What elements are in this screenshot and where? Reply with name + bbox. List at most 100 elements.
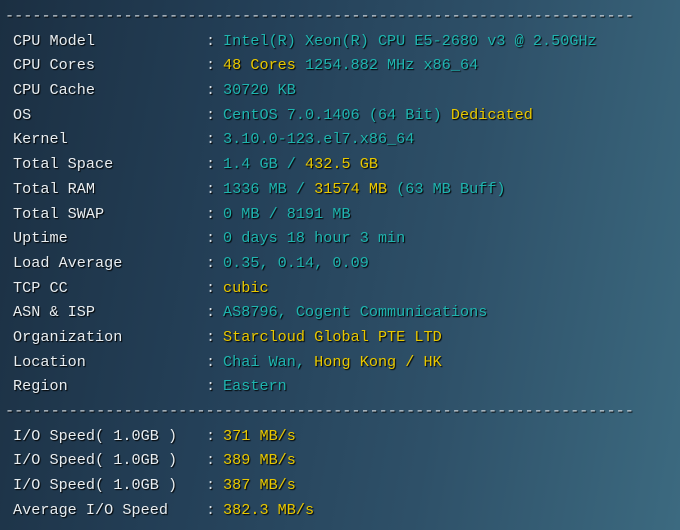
info-row: Region: Eastern [5,374,634,399]
value-segment: Chai Wan, [223,352,315,371]
row-value: AS8796, Cogent Communications [223,300,487,325]
value-segment: Hong Kong / HK [314,352,442,371]
value-segment: 432.5 GB [305,155,378,174]
row-value: 387 MB/s [223,473,296,498]
value-segment: 30720 KB [223,81,296,100]
info-row: TCP CC: cubic [5,276,634,301]
row-colon: : [206,155,216,174]
value-segment: 1336 MB / [223,179,315,198]
row-colon: : [206,253,216,272]
row-colon: : [206,476,216,495]
info-row: Uptime:0 days 18 hour 3 min [5,226,634,251]
row-value: 1.4 GB / 432.5 GB [223,152,378,177]
info-row: Total Space:1.4 GB / 432.5 GB [5,152,634,177]
value-segment: (63 MB Buff) [387,179,506,198]
info-row: Organization: Starcloud Global PTE LTD [5,325,634,350]
value-segment: 3.10.0-123.el7.x86_64 [223,130,415,149]
row-label: Average I/O Speed [13,500,168,519]
value-segment: 31574 MB [314,179,388,198]
row-label: OS [13,105,32,124]
terminal-output: ----------------------------------------… [5,4,634,522]
row-colon: : [206,278,216,297]
value-segment: 382.3 MB/s [223,500,315,519]
row-colon: : [206,81,216,100]
info-row: Total RAM:1336 MB / 31574 MB (63 MB Buff… [5,177,634,202]
row-value: 0 days 18 hour 3 min [223,226,405,251]
info-row: CPU Model: Intel(R) Xeon(R) CPU E5-2680 v… [5,29,634,54]
row-label: I/O Speed( 1.0GB ) [13,451,178,470]
row-colon: : [206,31,216,50]
value-segment: Intel(R) Xeon(R) CPU E5-2680 v3 @ 2.50GH… [223,31,597,50]
value-segment: Starcloud Global PTE LTD [223,327,442,346]
info-row: ASN & ISP: AS8796, Cogent Communications [5,300,634,325]
value-segment: 0.35, 0.14, 0.09 [223,253,369,272]
row-label: Kernel [13,130,68,149]
row-label: ASN & ISP [13,303,96,322]
row-label: Uptime [13,229,68,248]
row-value: CentOS 7.0.1406 (64 Bit) Dedicated [223,103,533,128]
row-colon: : [206,105,216,124]
separator-top: ----------------------------------------… [5,7,634,25]
row-value: Starcloud Global PTE LTD [223,325,442,350]
info-row: Location: Chai Wan, Hong Kong / HK [5,350,634,375]
io-speed-section: I/O Speed( 1.0GB ):371 MB/s I/O Speed( 1.… [5,424,634,523]
row-value: 371 MB/s [223,424,296,449]
row-label: I/O Speed( 1.0GB ) [13,426,178,445]
info-row: OS: CentOS 7.0.1406 (64 Bit) Dedicated [5,103,634,128]
row-value: 1336 MB / 31574 MB (63 MB Buff) [223,177,506,202]
info-row: CPU Cores:48 Cores 1254.882 MHz x86_64 [5,53,634,78]
row-label: Organization [13,327,123,346]
value-segment: cubic [223,278,269,297]
value-segment: Eastern [223,377,287,396]
row-colon: : [206,426,216,445]
info-row: Kernel:3.10.0-123.el7.x86_64 [5,127,634,152]
info-row: Average I/O Speed:382.3 MB/s [5,498,634,523]
value-segment: 48 Cores [223,56,296,75]
row-colon: : [206,377,216,396]
row-label: Load Average [13,253,123,272]
row-label: CPU Cores [13,56,96,75]
value-segment: 389 MB/s [223,451,296,470]
row-label: TCP CC [13,278,68,297]
row-value: 389 MB/s [223,448,296,473]
row-colon: : [206,229,216,248]
row-label: CPU Cache [13,81,96,100]
info-row: CPU Cache:30720 KB [5,78,634,103]
row-colon: : [206,204,216,223]
info-row: I/O Speed( 1.0GB ):389 MB/s [5,448,634,473]
row-colon: : [206,451,216,470]
value-segment: CentOS 7.0.1406 (64 Bit) [223,105,442,124]
info-row: Total SWAP:0 MB / 8191 MB [5,202,634,227]
row-colon: : [206,130,216,149]
row-value: 0 MB / 8191 MB [223,202,351,227]
row-value: Eastern [223,374,287,399]
row-value: 48 Cores 1254.882 MHz x86_64 [223,53,478,78]
info-row: I/O Speed( 1.0GB ):387 MB/s [5,473,634,498]
value-segment: AS8796, Cogent Communications [223,303,488,322]
value-segment: Dedicated [441,105,533,124]
row-label: Total SWAP [13,204,105,223]
row-colon: : [206,327,216,346]
row-label: Total Space [13,155,114,174]
value-segment: 371 MB/s [223,426,296,445]
info-row: Load Average:0.35, 0.14, 0.09 [5,251,634,276]
row-label: Region [13,377,68,396]
row-value: Chai Wan, Hong Kong / HK [223,350,442,375]
row-colon: : [206,352,216,371]
row-value: cubic [223,276,269,301]
row-label: Location [13,352,86,371]
row-value: 0.35, 0.14, 0.09 [223,251,369,276]
system-info-section: CPU Model: Intel(R) Xeon(R) CPU E5-2680 v… [5,29,634,399]
separator-middle: ----------------------------------------… [5,402,634,420]
value-segment: 1254.882 MHz x86_64 [295,56,479,75]
row-value: Intel(R) Xeon(R) CPU E5-2680 v3 @ 2.50GH… [223,29,597,54]
value-segment: 0 MB / 8191 MB [223,204,351,223]
row-value: 30720 KB [223,78,296,103]
row-label: CPU Model [13,31,96,50]
info-row: I/O Speed( 1.0GB ):371 MB/s [5,424,634,449]
value-segment: 387 MB/s [223,476,296,495]
row-colon: : [206,179,216,198]
row-colon: : [206,303,216,322]
row-label: Total RAM [13,179,96,198]
row-label: I/O Speed( 1.0GB ) [13,476,178,495]
